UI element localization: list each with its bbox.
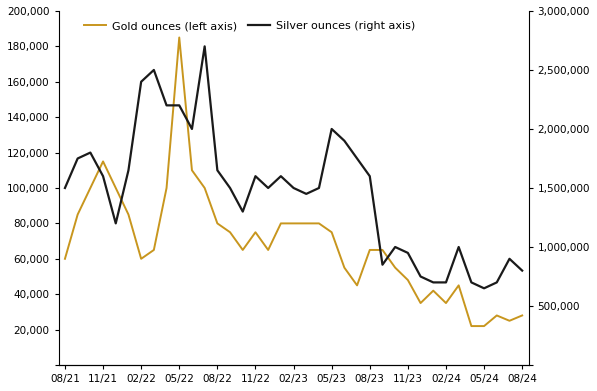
Gold ounces (left axis) xyxy=(506,318,513,323)
Silver ounces (right axis) xyxy=(392,245,399,249)
Silver ounces (right axis) xyxy=(226,186,233,190)
Silver ounces (right axis) xyxy=(112,221,119,226)
Silver ounces (right axis) xyxy=(442,280,450,285)
Silver ounces (right axis) xyxy=(341,138,348,143)
Silver ounces (right axis) xyxy=(61,186,69,190)
Gold ounces (left axis) xyxy=(392,265,399,270)
Silver ounces (right axis) xyxy=(74,156,81,161)
Silver ounces (right axis) xyxy=(417,274,424,279)
Gold ounces (left axis) xyxy=(341,265,348,270)
Gold ounces (left axis) xyxy=(303,221,310,226)
Gold ounces (left axis) xyxy=(87,186,94,190)
Silver ounces (right axis) xyxy=(87,150,94,155)
Silver ounces (right axis) xyxy=(506,256,513,261)
Silver ounces (right axis) xyxy=(404,251,411,255)
Silver ounces (right axis) xyxy=(366,174,373,179)
Gold ounces (left axis) xyxy=(315,221,322,226)
Gold ounces (left axis) xyxy=(150,248,158,252)
Gold ounces (left axis) xyxy=(176,35,183,40)
Silver ounces (right axis) xyxy=(481,286,488,291)
Gold ounces (left axis) xyxy=(125,212,132,217)
Silver ounces (right axis) xyxy=(189,127,196,131)
Gold ounces (left axis) xyxy=(519,313,526,318)
Silver ounces (right axis) xyxy=(290,186,297,190)
Silver ounces (right axis) xyxy=(163,103,170,108)
Gold ounces (left axis) xyxy=(61,256,69,261)
Gold ounces (left axis) xyxy=(100,159,107,164)
Gold ounces (left axis) xyxy=(493,313,500,318)
Silver ounces (right axis) xyxy=(353,156,361,161)
Gold ounces (left axis) xyxy=(481,324,488,328)
Gold ounces (left axis) xyxy=(137,256,144,261)
Silver ounces (right axis) xyxy=(100,174,107,179)
Silver ounces (right axis) xyxy=(455,245,462,249)
Gold ounces (left axis) xyxy=(112,186,119,190)
Silver ounces (right axis) xyxy=(519,268,526,273)
Line: Gold ounces (left axis): Gold ounces (left axis) xyxy=(65,38,522,326)
Gold ounces (left axis) xyxy=(264,248,272,252)
Silver ounces (right axis) xyxy=(252,174,259,179)
Silver ounces (right axis) xyxy=(430,280,437,285)
Gold ounces (left axis) xyxy=(379,248,386,252)
Gold ounces (left axis) xyxy=(417,301,424,305)
Gold ounces (left axis) xyxy=(430,288,437,293)
Gold ounces (left axis) xyxy=(404,278,411,282)
Gold ounces (left axis) xyxy=(468,324,475,328)
Silver ounces (right axis) xyxy=(214,168,221,173)
Gold ounces (left axis) xyxy=(290,221,297,226)
Gold ounces (left axis) xyxy=(214,221,221,226)
Silver ounces (right axis) xyxy=(493,280,500,285)
Gold ounces (left axis) xyxy=(455,283,462,288)
Silver ounces (right axis) xyxy=(468,280,475,285)
Silver ounces (right axis) xyxy=(201,44,208,49)
Silver ounces (right axis) xyxy=(264,186,272,190)
Gold ounces (left axis) xyxy=(277,221,284,226)
Gold ounces (left axis) xyxy=(328,230,336,235)
Silver ounces (right axis) xyxy=(176,103,183,108)
Silver ounces (right axis) xyxy=(125,168,132,173)
Gold ounces (left axis) xyxy=(226,230,233,235)
Gold ounces (left axis) xyxy=(239,248,247,252)
Silver ounces (right axis) xyxy=(150,68,158,72)
Silver ounces (right axis) xyxy=(303,192,310,196)
Line: Silver ounces (right axis): Silver ounces (right axis) xyxy=(65,47,522,288)
Silver ounces (right axis) xyxy=(239,209,247,214)
Silver ounces (right axis) xyxy=(315,186,322,190)
Gold ounces (left axis) xyxy=(252,230,259,235)
Gold ounces (left axis) xyxy=(163,186,170,190)
Gold ounces (left axis) xyxy=(353,283,361,288)
Legend: Gold ounces (left axis), Silver ounces (right axis): Gold ounces (left axis), Silver ounces (… xyxy=(79,16,420,36)
Gold ounces (left axis) xyxy=(189,168,196,173)
Silver ounces (right axis) xyxy=(277,174,284,179)
Silver ounces (right axis) xyxy=(137,79,144,84)
Silver ounces (right axis) xyxy=(328,127,336,131)
Gold ounces (left axis) xyxy=(201,186,208,190)
Gold ounces (left axis) xyxy=(74,212,81,217)
Gold ounces (left axis) xyxy=(366,248,373,252)
Silver ounces (right axis) xyxy=(379,262,386,267)
Gold ounces (left axis) xyxy=(442,301,450,305)
